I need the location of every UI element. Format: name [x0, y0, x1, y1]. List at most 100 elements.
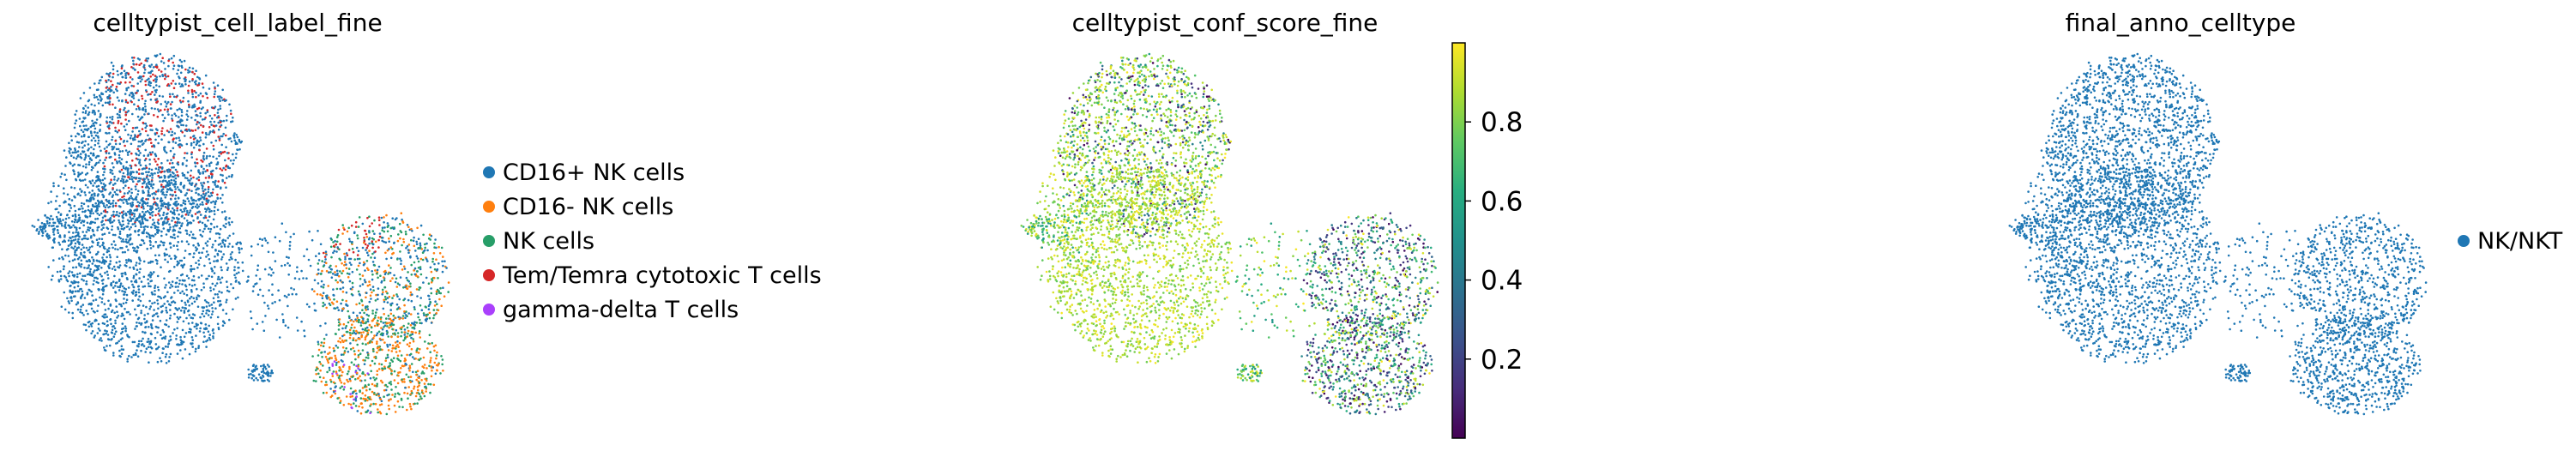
scatter-point — [68, 302, 71, 304]
scatter-point — [161, 347, 165, 350]
scatter-point — [206, 109, 209, 111]
scatter-point — [369, 364, 372, 367]
scatter-point — [187, 71, 190, 74]
scatter-point — [217, 250, 220, 253]
scatter-point — [169, 246, 172, 249]
scatter-point — [97, 288, 100, 291]
scatter-point — [227, 290, 231, 293]
scatter-point — [112, 91, 115, 94]
scatter-point — [256, 322, 259, 325]
scatter-point — [195, 324, 198, 328]
scatter-point — [123, 286, 126, 290]
scatter-point — [165, 284, 167, 286]
scatter-point — [118, 232, 122, 236]
scatter-point — [62, 219, 64, 221]
scatter-point — [156, 204, 159, 207]
scatter-point — [375, 311, 377, 314]
scatter-point — [82, 92, 86, 94]
scatter-point — [266, 364, 269, 366]
scatter-point — [410, 227, 413, 231]
scatter-point — [433, 361, 437, 364]
scatter-point — [151, 91, 154, 93]
scatter-point — [204, 188, 207, 191]
scatter-point — [112, 75, 114, 79]
scatter-point — [184, 194, 187, 196]
scatter-point — [111, 117, 114, 121]
scatter-point — [138, 129, 141, 133]
scatter-point — [160, 360, 163, 363]
scatter-point — [368, 283, 371, 286]
scatter-point — [181, 357, 184, 360]
scatter-point — [154, 91, 158, 93]
scatter-point — [78, 146, 81, 148]
scatter-point — [96, 212, 99, 215]
scatter-point — [40, 221, 44, 225]
scatter-point — [127, 249, 130, 251]
scatter-point — [386, 394, 389, 397]
scatter-point — [191, 206, 195, 208]
scatter-point — [124, 259, 128, 262]
scatter-point — [147, 338, 150, 340]
scatter-point — [312, 379, 316, 382]
scatter-point — [109, 71, 112, 75]
scatter-point — [410, 347, 413, 351]
scatter-point — [214, 293, 217, 296]
scatter-point — [100, 212, 103, 215]
scatter-point — [141, 108, 144, 111]
scatter-point — [371, 390, 374, 394]
scatter-point — [425, 317, 429, 321]
scatter-point — [158, 85, 160, 88]
scatter-point — [44, 214, 46, 217]
scatter-point — [407, 285, 411, 288]
scatter-point — [393, 274, 395, 277]
scatter-point — [411, 392, 413, 394]
scatter-point — [339, 243, 341, 245]
scatter-point — [81, 311, 84, 315]
scatter-point — [359, 412, 363, 415]
scatter-point — [408, 334, 412, 337]
scatter-point — [70, 220, 74, 223]
scatter-point — [208, 195, 210, 197]
scatter-point — [163, 194, 166, 196]
scatter-point — [178, 231, 180, 233]
legend-label: NK cells — [503, 228, 594, 255]
scatter-point — [271, 302, 274, 305]
scatter-point — [86, 171, 89, 175]
scatter-point — [368, 388, 371, 391]
scatter-point — [97, 177, 100, 180]
scatter-point — [225, 134, 227, 137]
scatter-point — [73, 151, 76, 153]
scatter-point — [353, 350, 356, 352]
scatter-point — [199, 139, 202, 141]
scatter-point — [121, 195, 124, 199]
scatter-point — [436, 268, 439, 271]
scatter-point — [339, 400, 342, 402]
scatter-point — [391, 323, 395, 326]
scatter-point — [126, 225, 130, 228]
scatter-point — [87, 143, 90, 146]
scatter-point — [166, 100, 170, 104]
scatter-point — [335, 385, 337, 388]
scatter-point — [148, 194, 151, 197]
scatter-point — [209, 286, 212, 289]
scatter-point — [132, 353, 136, 357]
scatter-point — [174, 197, 177, 200]
scatter-point — [132, 138, 135, 141]
scatter-point — [366, 399, 369, 402]
scatter-point — [219, 105, 221, 107]
scatter-point — [288, 264, 292, 268]
scatter-point — [180, 111, 184, 114]
scatter-point — [196, 177, 198, 180]
scatter-point — [413, 402, 416, 406]
scatter-point — [134, 294, 137, 298]
scatter-point — [168, 356, 171, 358]
scatter-point — [104, 309, 107, 311]
scatter-point — [195, 69, 197, 72]
scatter-point — [201, 235, 203, 238]
scatter-point — [330, 276, 334, 280]
scatter-point — [104, 159, 106, 161]
scatter-point — [136, 268, 139, 272]
scatter-point — [255, 364, 258, 368]
scatter-point — [103, 303, 106, 305]
scatter-point — [83, 191, 87, 194]
